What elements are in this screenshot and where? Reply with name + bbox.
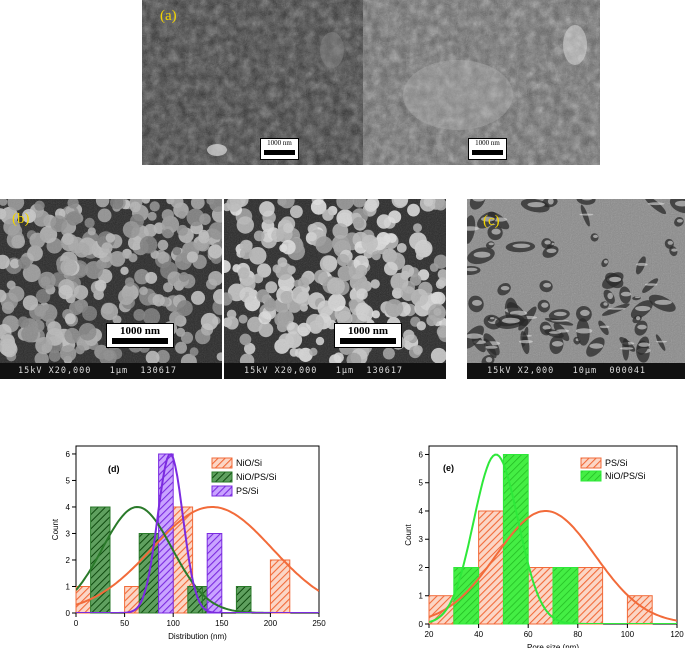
y-tick-label: 0: [419, 620, 424, 629]
scale-bar-b-left: 1000 nm: [106, 323, 174, 348]
panel-label-a: (a): [160, 8, 177, 24]
legend-swatch: [211, 471, 233, 483]
gaussian-fit-line: [429, 453, 677, 624]
x-tick-label: 20: [425, 630, 434, 639]
legend-label: PS/Si: [236, 486, 259, 496]
histogram-bar: [428, 595, 455, 625]
sem-image-a-right: 1000 nm: [363, 0, 600, 165]
histogram-bar: [235, 586, 252, 614]
panel-label-c: (c): [483, 213, 500, 229]
sem-panel-b: 1000 nm 15kV X20,000 1µm 130617 1000 nm …: [0, 199, 446, 379]
legend-label: NiO/Si: [236, 458, 262, 468]
y-tick-label: 3: [66, 529, 71, 538]
histogram-bar: [453, 567, 480, 625]
y-tick-label: 1: [419, 592, 424, 601]
y-tick-label: 4: [419, 507, 424, 516]
y-tick-label: 5: [419, 479, 424, 488]
panel-label-b: (b): [12, 211, 30, 227]
sem-image-b-right: 1000 nm 15kV X20,000 1µm 130617: [224, 199, 446, 379]
y-tick-label: 1: [66, 582, 71, 591]
y-tick-label: 2: [66, 556, 71, 565]
x-tick-label: 120: [670, 630, 684, 639]
y-tick-label: 6: [66, 450, 71, 459]
y-tick-label: 3: [419, 535, 424, 544]
y-tick-label: 0: [66, 609, 71, 618]
y-tick-label: 5: [66, 476, 71, 485]
y-tick-label: 2: [419, 563, 424, 572]
y-tick-label: 4: [66, 503, 71, 512]
legend-swatch: [580, 457, 602, 469]
x-tick-label: 60: [524, 630, 533, 639]
x-tick-label: 50: [120, 619, 129, 628]
gaussian-fit-line: [76, 505, 319, 613]
legend-label: PS/Si: [605, 458, 628, 468]
histogram-bar: [269, 559, 291, 614]
legend-swatch: [211, 457, 233, 469]
x-tick-label: 80: [573, 630, 582, 639]
info-bar-b-right: 15kV X20,000 1µm 130617: [224, 363, 446, 379]
histogram-chart-d: 0 50 100 150 200 250 0 1 2 3 4 5 6 Distribution (nm) C…: [51, 445, 326, 641]
x-tick-label: 200: [264, 619, 278, 628]
histogram-chart-e: 20 40 60 80 100 120 0 1 2 3 4 5 6 Pore size (nm) Count…: [404, 445, 684, 648]
x-tick-label: 250: [312, 619, 326, 628]
x-axis-label: Pore size (nm): [527, 643, 579, 648]
scale-bar-a-left: 1000 nm: [260, 138, 299, 160]
sem-panel-a: 1000 nm 1000 nm (a): [142, 0, 600, 165]
x-tick-label: 100: [621, 630, 635, 639]
x-axis-label: Distribution (nm): [168, 632, 227, 641]
x-tick-label: 100: [167, 619, 181, 628]
gaussian-fit-line: [76, 506, 319, 606]
x-tick-label: 0: [74, 619, 79, 628]
sem-image-c: 15kV X2,000 10µm 000041: [467, 199, 685, 379]
legend-label: NiO/PS/Si: [236, 472, 277, 482]
y-axis-label: Count: [51, 518, 60, 540]
legend-label: NiO/PS/Si: [605, 471, 646, 481]
panel-label-d: (d): [108, 464, 120, 474]
info-bar-b-left: 15kV X20,000 1µm 130617: [0, 363, 222, 379]
scale-bar-a-right: 1000 nm: [468, 138, 507, 160]
x-tick-label: 40: [474, 630, 483, 639]
info-bar-c: 15kV X2,000 10µm 000041: [467, 363, 685, 379]
histogram-bar: [577, 567, 604, 625]
gaussian-fit-line: [429, 510, 677, 622]
x-tick-label: 150: [215, 619, 229, 628]
y-axis-label: Count: [404, 524, 413, 546]
sem-image-a-left: 1000 nm: [142, 0, 363, 165]
gaussian-fit-line: [76, 453, 319, 613]
panel-label-e: (e): [443, 463, 454, 473]
legend-swatch: [211, 485, 233, 497]
histogram-bar: [478, 510, 504, 625]
sem-panel-c: 15kV X2,000 10µm 000041 (c): [467, 199, 685, 379]
y-tick-label: 6: [419, 450, 424, 459]
scale-bar-b-right: 1000 nm: [334, 323, 402, 348]
legend-swatch: [580, 470, 602, 482]
sem-image-b-left: 1000 nm 15kV X20,000 1µm 130617: [0, 199, 222, 379]
histogram-bar: [552, 567, 579, 625]
